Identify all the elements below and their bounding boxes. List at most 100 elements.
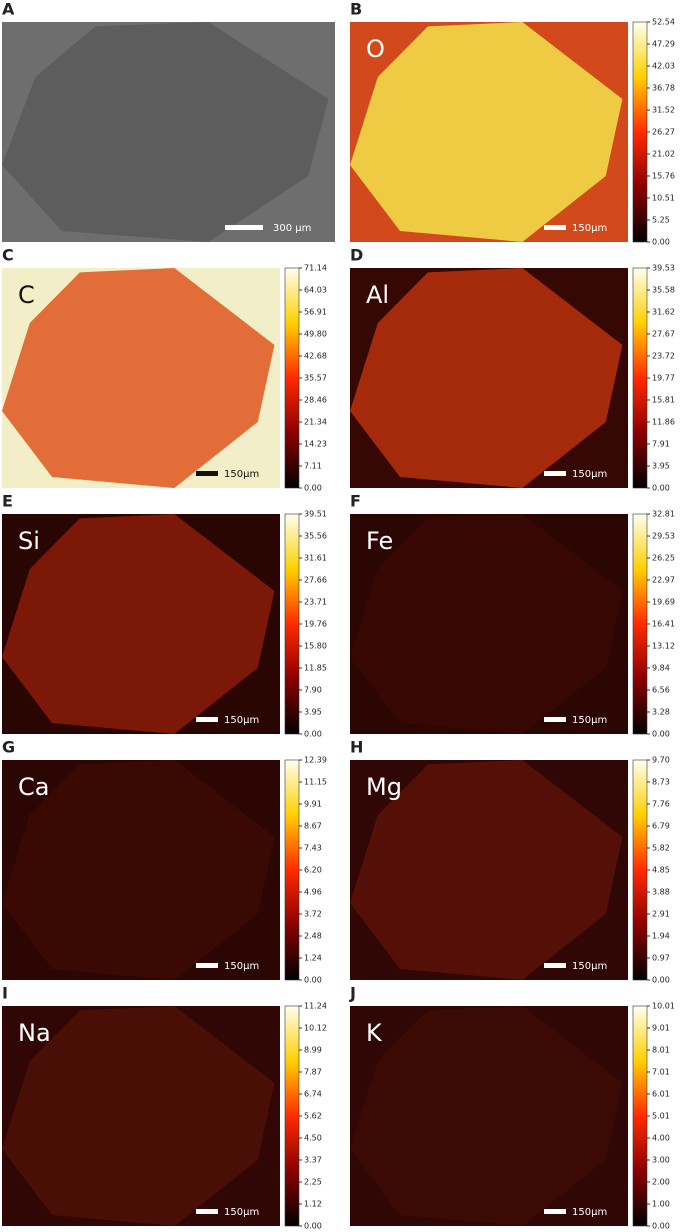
colorbar-tick-label: 0.00 (652, 1222, 670, 1231)
colorbar (632, 21, 648, 243)
colorbar-tick-label: 19.77 (652, 374, 675, 383)
element-label: Si (18, 527, 40, 555)
scale-bar (544, 963, 566, 968)
colorbar-tick-label: 7.90 (304, 686, 322, 695)
scale-bar (196, 963, 218, 968)
colorbar-tick-label: 14.23 (304, 440, 327, 449)
colorbar-tick-label: 52.54 (652, 18, 675, 27)
colorbar-tick-label: 27.66 (304, 576, 327, 585)
scale-bar-label: 150μm (224, 469, 259, 480)
colorbar-tick-label: 26.25 (652, 554, 675, 563)
scale-bar (544, 225, 566, 230)
colorbar-tick-label: 0.00 (652, 730, 670, 739)
colorbar-tick-label: 5.62 (304, 1112, 322, 1121)
scale-bar (196, 471, 218, 476)
colorbar-tick-label: 11.24 (304, 1002, 327, 1011)
colorbar-tick-label: 3.72 (304, 910, 322, 919)
panel-letter: J (349, 984, 356, 1003)
scale-bar (196, 717, 218, 722)
colorbar-tick-label: 5.25 (652, 216, 670, 225)
colorbar-tick-label: 7.43 (304, 844, 322, 853)
colorbar-tick-label: 2.00 (652, 1178, 670, 1187)
colorbar-tick-label: 2.25 (304, 1178, 322, 1187)
colorbar-tick-label: 10.01 (652, 1002, 675, 1011)
colorbar (284, 267, 300, 489)
scale-bar (225, 225, 263, 230)
colorbar-tick-label: 3.00 (652, 1156, 670, 1165)
colorbar (632, 267, 648, 489)
colorbar-tick-label: 6.20 (304, 866, 322, 875)
colorbar-tick-label: 3.95 (652, 462, 670, 471)
colorbar-tick-label: 19.76 (304, 620, 327, 629)
element-label: Mg (366, 773, 402, 801)
panel-letter: F (350, 492, 361, 511)
colorbar-tick-label: 42.68 (304, 352, 327, 361)
panel-letter: H (350, 738, 363, 757)
sample-region (350, 514, 623, 734)
colorbar-tick-label: 7.87 (304, 1068, 322, 1077)
colorbar-tick-label: 35.56 (304, 532, 327, 541)
colorbar-tick-label: 3.28 (652, 708, 670, 717)
colorbar-tick-label: 16.41 (652, 620, 675, 629)
scale-bar-label: 150μm (572, 469, 607, 480)
colorbar-tick-label: 12.39 (304, 756, 327, 765)
colorbar-tick-label: 11.85 (304, 664, 327, 673)
colorbar-tick-label: 31.62 (652, 308, 675, 317)
colorbar-tick-label: 0.00 (652, 238, 670, 247)
colorbar-tick-label: 23.71 (304, 598, 327, 607)
colorbar-tick-label: 9.84 (652, 664, 670, 673)
colorbar (284, 513, 300, 735)
colorbar-tick-label: 2.91 (652, 910, 670, 919)
scale-bar-label: 150μm (224, 715, 259, 726)
colorbar-tick-label: 0.00 (652, 976, 670, 985)
panel-letter: A (2, 0, 15, 19)
panel-letter: E (2, 492, 13, 511)
scale-bar-label: 150μm (572, 223, 607, 234)
colorbar-tick-label: 6.56 (652, 686, 670, 695)
scale-bar-label: 150μm (572, 715, 607, 726)
element-label: K (366, 1019, 383, 1047)
sample-region (2, 514, 275, 734)
colorbar-tick-label: 71.14 (304, 264, 327, 273)
element-label: Na (18, 1019, 51, 1047)
colorbar-tick-label: 4.50 (304, 1134, 322, 1143)
scale-bar (196, 1209, 218, 1214)
colorbar-tick-label: 56.91 (304, 308, 327, 317)
panel-letter: G (2, 738, 15, 757)
colorbar-tick-label: 23.72 (652, 352, 675, 361)
element-label: Al (366, 281, 389, 309)
sample-region (350, 1006, 623, 1226)
colorbar-tick-label: 21.34 (304, 418, 327, 427)
scale-bar-label: 300 μm (273, 223, 311, 234)
colorbar-tick-label: 7.91 (652, 440, 670, 449)
colorbar-tick-label: 49.80 (304, 330, 327, 339)
colorbar-tick-label: 9.01 (652, 1024, 670, 1033)
colorbar-tick-label: 2.48 (304, 932, 322, 941)
colorbar-tick-label: 26.27 (652, 128, 675, 137)
colorbar (632, 759, 648, 981)
colorbar-tick-label: 8.01 (652, 1046, 670, 1055)
scale-bar-label: 150μm (572, 1207, 607, 1218)
colorbar-tick-label: 8.73 (652, 778, 670, 787)
panel-letter: I (2, 984, 8, 1003)
colorbar-tick-label: 28.46 (304, 396, 327, 405)
panel-letter: B (350, 0, 362, 19)
sample-region (2, 1006, 275, 1226)
colorbar-tick-label: 5.82 (652, 844, 670, 853)
colorbar-tick-label: 10.51 (652, 194, 675, 203)
scale-bar (544, 1209, 566, 1214)
colorbar-tick-label: 7.76 (652, 800, 670, 809)
colorbar-tick-label: 0.00 (652, 484, 670, 493)
colorbar-tick-label: 27.67 (652, 330, 675, 339)
scale-bar (544, 717, 566, 722)
colorbar (284, 759, 300, 981)
scale-bar-label: 150μm (224, 961, 259, 972)
colorbar-tick-label: 0.00 (304, 484, 322, 493)
colorbar-tick-label: 4.96 (304, 888, 322, 897)
colorbar-tick-label: 39.53 (652, 264, 675, 273)
scale-bar-label: 150μm (224, 1207, 259, 1218)
colorbar-tick-label: 0.00 (304, 730, 322, 739)
element-label: O (366, 35, 385, 63)
colorbar-tick-label: 35.57 (304, 374, 327, 383)
